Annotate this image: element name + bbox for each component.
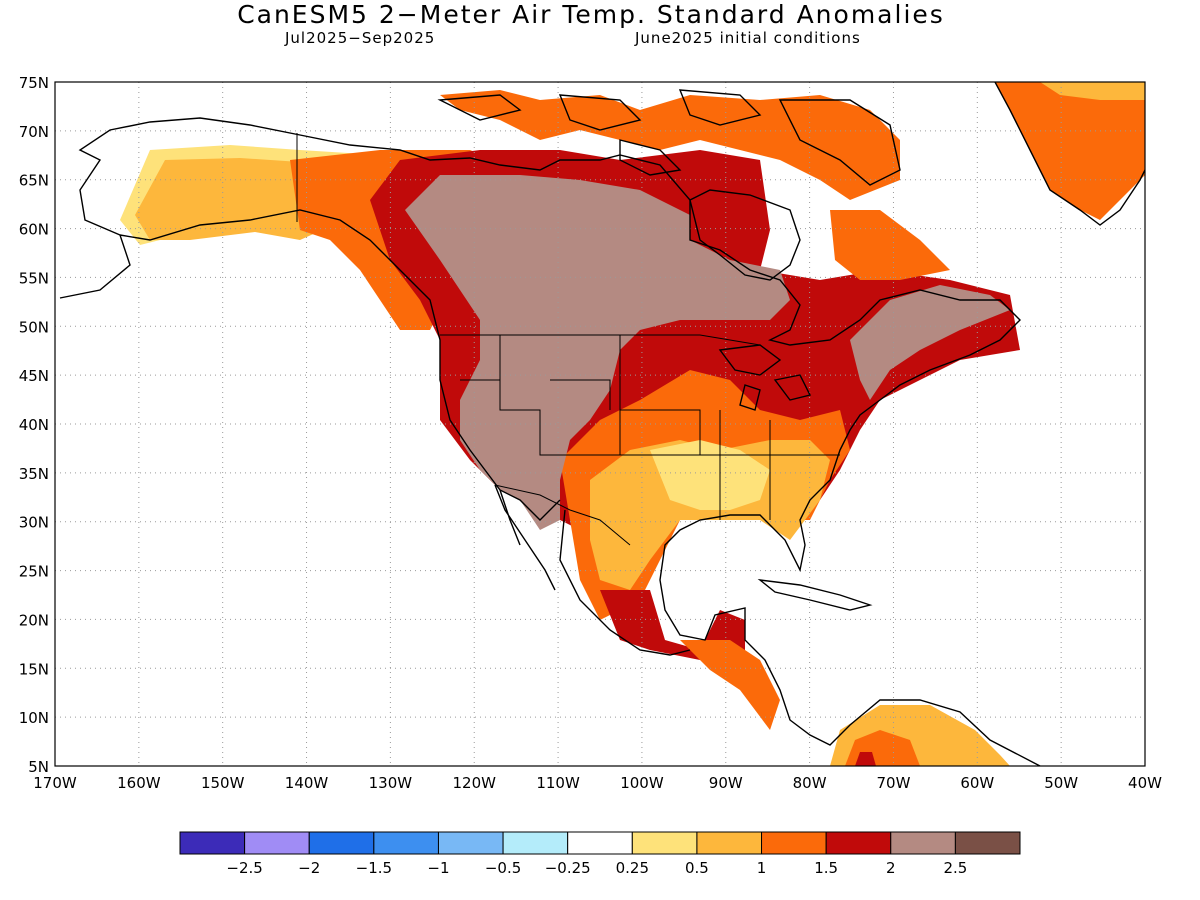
anomaly-region-greenland-edge — [1040, 82, 1145, 100]
coastlines — [59, 82, 1145, 766]
latitude-labels: 75N 70N 65N 60N 55N 50N 45N 40N 35N 30N 25N 20N 15N 1… — [19, 74, 49, 776]
lat-tick-label: 55N — [19, 269, 49, 287]
coastline-cuba — [757, 578, 873, 611]
anomaly-region-greenland — [995, 82, 1145, 220]
colorbar: −2.5 −2 −1.5 −1 −0.5 −0.25 0.25 0.5 1 1.5 2 2.5 — [179, 831, 1021, 877]
border-us-canada — [440, 334, 761, 346]
lon-tick-label: 160W — [117, 774, 161, 792]
colorbar-swatch — [567, 831, 633, 855]
anomaly-region-arctic-islands — [440, 90, 900, 200]
lat-tick-label: 65N — [19, 172, 49, 190]
coastline-great-lakes — [718, 344, 812, 411]
longitude-labels: 170W 160W 150W 140W 130W 120W 110W 100W 90W 80W 70… — [33, 774, 1162, 792]
lon-tick-label: 90W — [709, 774, 743, 792]
colorbar-swatch — [373, 831, 439, 855]
colorbar-label: 0.25 — [616, 859, 649, 877]
initial-conditions: June2025 initial conditions — [635, 29, 861, 47]
colorbar-label: 1 — [757, 859, 767, 877]
lon-tick-label: 70W — [877, 774, 911, 792]
coastline-baja — [494, 484, 556, 591]
colorbar-label: 1.5 — [814, 859, 838, 877]
lat-tick-label: 35N — [19, 465, 49, 483]
colorbar-swatch — [890, 831, 956, 855]
colorbar-label: −2.5 — [226, 859, 262, 877]
colorbar-label: −2 — [298, 859, 320, 877]
anomaly-field — [120, 82, 1145, 766]
colorbar-swatch — [502, 831, 569, 855]
lon-tick-label: 50W — [1044, 774, 1078, 792]
colorbar-label: −1 — [427, 859, 449, 877]
colorbar-label: 0.5 — [685, 859, 709, 877]
colorbar-label: 2 — [886, 859, 896, 877]
colorbar-swatch — [696, 831, 763, 855]
lat-tick-label: 20N — [19, 611, 49, 629]
colorbar-swatch — [308, 831, 375, 855]
lat-tick-label: 40N — [19, 416, 49, 434]
lon-tick-label: 170W — [33, 774, 77, 792]
lon-tick-label: 140W — [285, 774, 329, 792]
anomaly-region-central-america — [680, 640, 780, 730]
lat-tick-label: 10N — [19, 709, 49, 727]
colorbar-swatch — [954, 831, 1021, 855]
coastline-arctic-islands — [437, 89, 901, 186]
colorbar-swatch — [179, 831, 246, 855]
map-title: CanESM5 2−Meter Air Temp. Standard Anoma… — [237, 0, 945, 29]
anomaly-region-northeast-brown — [850, 285, 1010, 400]
colorbar-label: −0.5 — [485, 859, 521, 877]
lon-tick-label: 100W — [620, 774, 664, 792]
colorbar-label: −1.5 — [356, 859, 392, 877]
lat-tick-label: 5N — [28, 758, 49, 776]
anomaly-region-mississippi — [650, 440, 770, 510]
lon-tick-label: 40W — [1128, 774, 1162, 792]
lat-tick-label: 75N — [19, 74, 49, 92]
anomaly-region-colombia-core — [855, 752, 876, 766]
lat-tick-label: 25N — [19, 563, 49, 581]
coastline-north-america — [59, 117, 1041, 766]
border-us-mexico — [494, 484, 631, 546]
border-us-states — [460, 335, 840, 520]
lat-tick-label: 70N — [19, 123, 49, 141]
colorbar-label: 2.5 — [943, 859, 967, 877]
lon-tick-label: 110W — [536, 774, 580, 792]
political-borders — [296, 133, 840, 546]
colorbar-swatch — [244, 831, 310, 855]
colorbar-swatch — [761, 831, 827, 855]
colorbar-swatch — [631, 831, 698, 855]
lat-tick-label: 15N — [19, 660, 49, 678]
lat-tick-label: 30N — [19, 514, 49, 532]
lat-tick-label: 60N — [19, 221, 49, 239]
lat-tick-label: 50N — [19, 318, 49, 336]
coastline-hudson-bay — [689, 189, 801, 281]
colorbar-label: −0.25 — [545, 859, 591, 877]
lon-tick-label: 60W — [960, 774, 994, 792]
lat-tick-label: 45N — [19, 367, 49, 385]
lon-tick-label: 150W — [201, 774, 245, 792]
anomaly-region-interior-brown — [405, 175, 790, 530]
lon-tick-label: 130W — [369, 774, 413, 792]
coastline-greenland — [994, 82, 1145, 226]
forecast-period: Jul2025−Sep2025 — [285, 29, 436, 47]
lon-tick-label: 120W — [452, 774, 496, 792]
colorbar-swatch — [437, 831, 504, 855]
anomaly-region-labrador — [830, 210, 950, 280]
map-frame — [54, 81, 1146, 767]
lon-tick-label: 80W — [793, 774, 827, 792]
colorbar-swatch — [825, 831, 892, 855]
